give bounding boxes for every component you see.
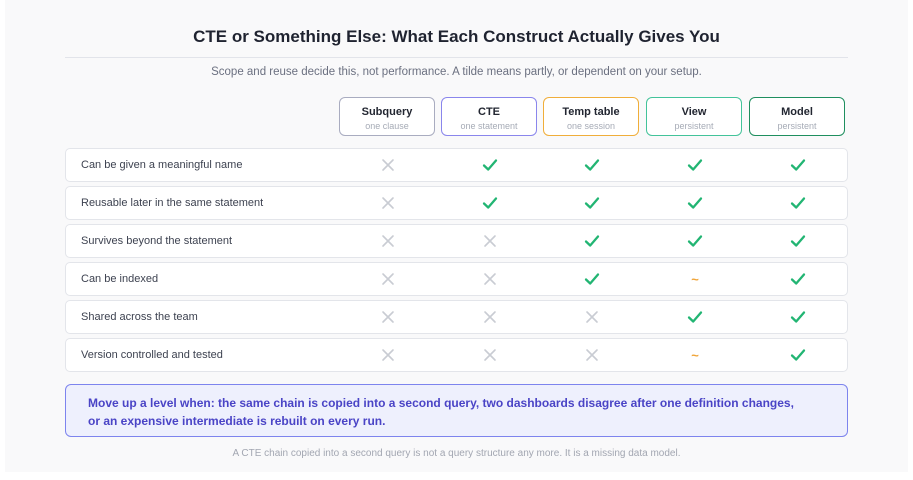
table-row: Shared across the team	[65, 300, 848, 334]
column-scope: one clause	[365, 121, 409, 131]
cross-icon	[368, 267, 408, 291]
column-header-temp-table: Temp table one session	[543, 97, 639, 136]
guidance-callout: Move up a level when: the same chain is …	[65, 384, 848, 437]
check-icon	[675, 191, 715, 215]
tilde-symbol: ~	[691, 347, 699, 363]
check-icon	[470, 191, 510, 215]
check-icon	[778, 267, 818, 291]
check-icon	[572, 153, 612, 177]
cross-icon	[368, 229, 408, 253]
column-title: Subquery	[361, 106, 413, 118]
row-label: Can be given a meaningful name	[81, 159, 243, 171]
cross-icon	[368, 153, 408, 177]
cross-icon	[470, 229, 510, 253]
check-icon	[572, 267, 612, 291]
column-scope: persistent	[777, 121, 817, 131]
row-label: Shared across the team	[81, 311, 198, 323]
page-subtitle: Scope and reuse decide this, not perform…	[211, 66, 702, 78]
column-scope: one session	[566, 121, 616, 131]
check-icon	[675, 229, 715, 253]
title-divider	[65, 57, 848, 58]
row-label: Survives beyond the statement	[81, 235, 233, 247]
column-title: Model	[781, 106, 813, 118]
table-row: Version controlled and tested ~	[65, 338, 848, 372]
table-row: Survives beyond the statement	[65, 224, 848, 258]
check-icon	[778, 191, 818, 215]
tilde-mark: ~	[675, 343, 715, 367]
column-header-cte: CTE one statement	[441, 97, 537, 136]
table-row: Can be indexed ~	[65, 262, 848, 296]
tilde-mark: ~	[675, 267, 715, 291]
column-scope: persistent	[674, 121, 714, 131]
row-label: Version controlled and tested	[81, 349, 223, 361]
column-header-view: View persistent	[646, 97, 742, 136]
cross-icon	[368, 343, 408, 367]
footnote: A CTE chain copied into a second query i…	[232, 448, 681, 459]
callout-line-2: or an expensive intermediate is rebuilt …	[88, 414, 386, 428]
check-icon	[778, 153, 818, 177]
page-title: CTE or Something Else: What Each Constru…	[193, 27, 720, 46]
check-icon	[778, 343, 818, 367]
check-icon	[572, 191, 612, 215]
cross-icon	[470, 267, 510, 291]
table-row: Reusable later in the same statement	[65, 186, 848, 220]
check-icon	[675, 153, 715, 177]
column-header-model: Model persistent	[749, 97, 845, 136]
row-label: Reusable later in the same statement	[81, 197, 264, 209]
cross-icon	[572, 343, 612, 367]
cross-icon	[470, 343, 510, 367]
check-icon	[675, 305, 715, 329]
check-icon	[778, 229, 818, 253]
cross-icon	[470, 305, 510, 329]
check-icon	[470, 153, 510, 177]
column-header-subquery: Subquery one clause	[339, 97, 435, 136]
table-row: Can be given a meaningful name	[65, 148, 848, 182]
callout-line-1: Move up a level when: the same chain is …	[88, 396, 794, 410]
tilde-symbol: ~	[691, 271, 699, 287]
column-title: CTE	[478, 106, 500, 118]
column-title: Temp table	[562, 106, 620, 118]
cross-icon	[368, 305, 408, 329]
check-icon	[778, 305, 818, 329]
cross-icon	[368, 191, 408, 215]
row-label: Can be indexed	[81, 273, 159, 285]
cross-icon	[572, 305, 612, 329]
check-icon	[572, 229, 612, 253]
column-scope: one statement	[460, 121, 518, 131]
column-title: View	[681, 106, 707, 118]
